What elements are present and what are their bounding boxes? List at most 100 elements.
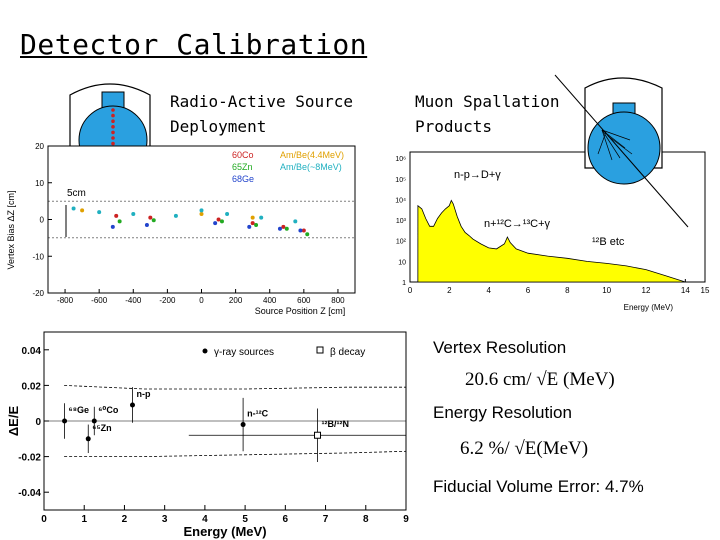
slide-title: Detector Calibration: [20, 28, 368, 61]
vertex-bias-point: [71, 206, 76, 211]
vertex-bias-point: [97, 210, 102, 215]
vertex-bias-point: [110, 224, 115, 229]
beta-point: [314, 431, 322, 439]
vertex-bias-point: [216, 217, 221, 222]
vertex-bias-point: [80, 208, 85, 213]
y-tick-label: -0.02: [18, 453, 41, 464]
vertex-bias-point: [305, 232, 310, 237]
x-tick-label: 3: [162, 514, 168, 525]
y-tick-label: 0: [35, 417, 41, 428]
y-tick-label: -0.04: [18, 488, 41, 499]
right-chart-xlabel: Energy (MeV): [624, 303, 674, 312]
gamma-point: [240, 422, 246, 428]
x-tick-label: 7: [323, 514, 329, 525]
point-label: ⁶⁵Zn: [92, 423, 111, 433]
source-position-dot: [111, 125, 115, 129]
x-tick-label: 6: [283, 514, 289, 525]
vertex-bias-point: [173, 213, 178, 218]
x-tick-label: 8: [363, 514, 369, 525]
vertex-bias-point: [225, 211, 230, 216]
x-tick-label: 0: [41, 514, 47, 525]
x-tick-label: -800: [57, 296, 74, 305]
vertex-bias-point: [199, 211, 204, 216]
source-position-dot: [111, 113, 115, 118]
x-tick-label: 8: [565, 286, 570, 295]
y-tick-label: 0.04: [22, 346, 42, 357]
y-tick-label: 10²: [396, 239, 407, 246]
x-tick-label: 9: [403, 514, 409, 525]
y-tick-label: 10: [398, 259, 406, 266]
source-caption-line1: Radio-Active Source: [170, 92, 354, 111]
x-tick-label: 200: [229, 296, 243, 305]
systematic-band-upper: [64, 385, 406, 390]
muon-track: [554, 74, 689, 228]
source-caption: Radio-Active Source Deployment: [170, 89, 353, 139]
left-chart-xlabel: Source Position Z [cm]: [255, 306, 346, 316]
source-position-dot: [111, 130, 115, 135]
source-position-dot: [111, 141, 115, 146]
left-chart-marks: [71, 206, 310, 237]
vertex-resolution-label: Vertex Resolution: [433, 338, 567, 357]
muon-caption: Muon Spallation Products: [415, 89, 560, 139]
energy-resolution-formula: 6.2 %/ √E(MeV): [460, 438, 589, 459]
legend-entry: 65Zn: [232, 162, 253, 172]
y-tick-label: -10: [32, 252, 44, 261]
bottom-chart-axes: -0.04 -0.02 0 0.02 0.04 0 1 2 3 4 5 6 7 8 9: [18, 346, 409, 525]
left-chart-legend: 60Co 65Zn 68Ge Am/Be(4.4MeV) Am/Be(~8MeV): [232, 150, 344, 184]
left-chart-frame: [47, 145, 356, 294]
vertex-bias-point: [281, 224, 286, 229]
vertex-bias-point: [259, 215, 264, 220]
source-position-dot: [111, 136, 115, 140]
bottom-chart-legend: γ-ray sources β decay: [202, 346, 365, 358]
left-chart-annotation: 5cm: [67, 188, 86, 199]
x-tick-label: 400: [263, 296, 277, 305]
point-label: n-p: [136, 389, 150, 399]
left-chart-axes: -20 -10 0 10 20 -800 -600 -400 -200 0 200 400 600 800: [32, 142, 356, 305]
x-tick-label: 14: [681, 286, 690, 295]
y-tick-label: 1: [402, 280, 406, 287]
point-label: n-¹²C: [247, 409, 268, 419]
vertex-bias-point: [114, 213, 119, 218]
legend-entry: 68Ge: [232, 174, 254, 184]
detector-drawing-right: [554, 74, 689, 228]
vertex-bias-point: [277, 226, 282, 231]
x-tick-label: 6: [526, 286, 531, 295]
annotation-np: n-p→D+γ: [454, 169, 501, 181]
fiducial-volume-error: Fiducial Volume Error: 4.7%: [433, 477, 644, 496]
spectrum-area: [417, 199, 686, 283]
vertex-bias-point: [298, 228, 303, 233]
vertex-bias-point: [250, 215, 255, 220]
vertex-bias-point: [117, 219, 122, 224]
vertex-bias-point: [301, 228, 306, 233]
x-tick-label: 5: [242, 514, 248, 525]
point-label: ⁶⁸Ge: [69, 405, 89, 415]
x-tick-label: 4: [202, 514, 208, 525]
vertex-bias-point: [219, 219, 224, 224]
x-tick-label: 2: [447, 286, 452, 295]
x-tick-label: 1: [81, 514, 87, 525]
legend-entry: Am/Be(~8MeV): [280, 162, 342, 172]
x-tick-label: 15: [701, 286, 710, 295]
vertex-bias-point: [293, 219, 298, 224]
point-label: ⁶⁰Co: [98, 405, 119, 415]
source-position-dot: [111, 108, 115, 112]
x-tick-label: -400: [125, 296, 142, 305]
x-tick-label: 800: [331, 296, 345, 305]
x-tick-label: 10: [602, 286, 611, 295]
legend-entry: 60Co: [232, 150, 254, 160]
y-tick-label: 10³: [396, 218, 407, 225]
y-tick-label: 10⁶: [395, 156, 406, 163]
x-tick-label: 12: [642, 286, 651, 295]
gamma-point: [85, 436, 91, 442]
vertex-bias-point: [151, 218, 156, 223]
legend-entry: Am/Be(4.4MeV): [280, 150, 344, 160]
source-position-dot: [111, 119, 115, 123]
y-tick-label: 20: [35, 142, 44, 151]
legend-gamma-marker: [202, 348, 208, 354]
vertex-bias-point: [213, 221, 218, 226]
muon-caption-line1: Muon Spallation: [415, 92, 560, 111]
